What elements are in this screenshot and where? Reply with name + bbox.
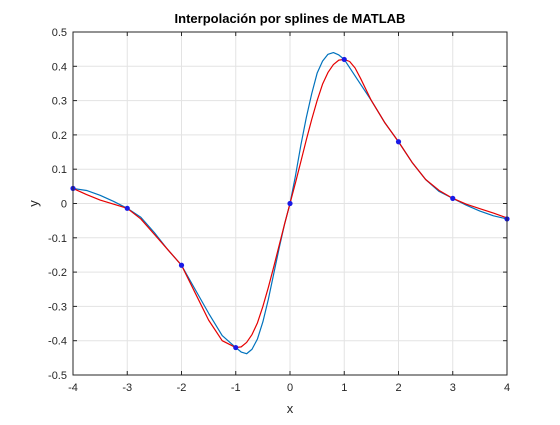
ticks: -4 -3 -2 -1 0 1 2 3 4 -0.5 -0.4 -0.3 -0.2 -0.1 0 0.1 0.2… [48, 27, 510, 394]
grid [72, 31, 508, 376]
y-tick-label: -0.2 [48, 267, 67, 279]
y-tick-label: 0.4 [52, 61, 67, 73]
x-tick-label: 1 [341, 382, 347, 394]
y-tick-label: -0.4 [48, 336, 67, 348]
y-axis-label: y [26, 200, 41, 207]
y-tick-label: 0.5 [52, 27, 67, 39]
data-point [450, 195, 456, 201]
x-axis-label: x [287, 401, 294, 416]
y-tick-label: -0.3 [48, 301, 67, 313]
data-point [178, 262, 185, 268]
data-point [395, 139, 402, 145]
y-tick-label: 0.2 [52, 130, 67, 142]
data-point [341, 56, 347, 63]
x-tick-label: -4 [68, 382, 78, 394]
y-tick-label: 0.1 [52, 164, 67, 176]
series-line-1 [72, 58, 508, 349]
x-tick-label: -1 [231, 382, 241, 394]
x-tick-label: 3 [450, 382, 456, 394]
x-tick-label: 2 [395, 382, 401, 394]
data-point [124, 205, 130, 211]
y-tick-label: -0.1 [48, 233, 67, 245]
y-tick-label: 0.3 [52, 96, 67, 108]
series-layer [70, 51, 510, 355]
x-tick-label: -3 [122, 382, 132, 394]
x-tick-label: -2 [177, 382, 187, 394]
chart-title: Interpolación por splines de MATLAB [175, 11, 406, 26]
x-tick-label: 4 [504, 382, 510, 394]
y-tick-label: 0 [61, 199, 67, 211]
x-tick-label: 0 [287, 382, 293, 394]
data-point [233, 344, 239, 351]
y-tick-label: -0.5 [48, 370, 67, 382]
data-point [287, 200, 293, 207]
